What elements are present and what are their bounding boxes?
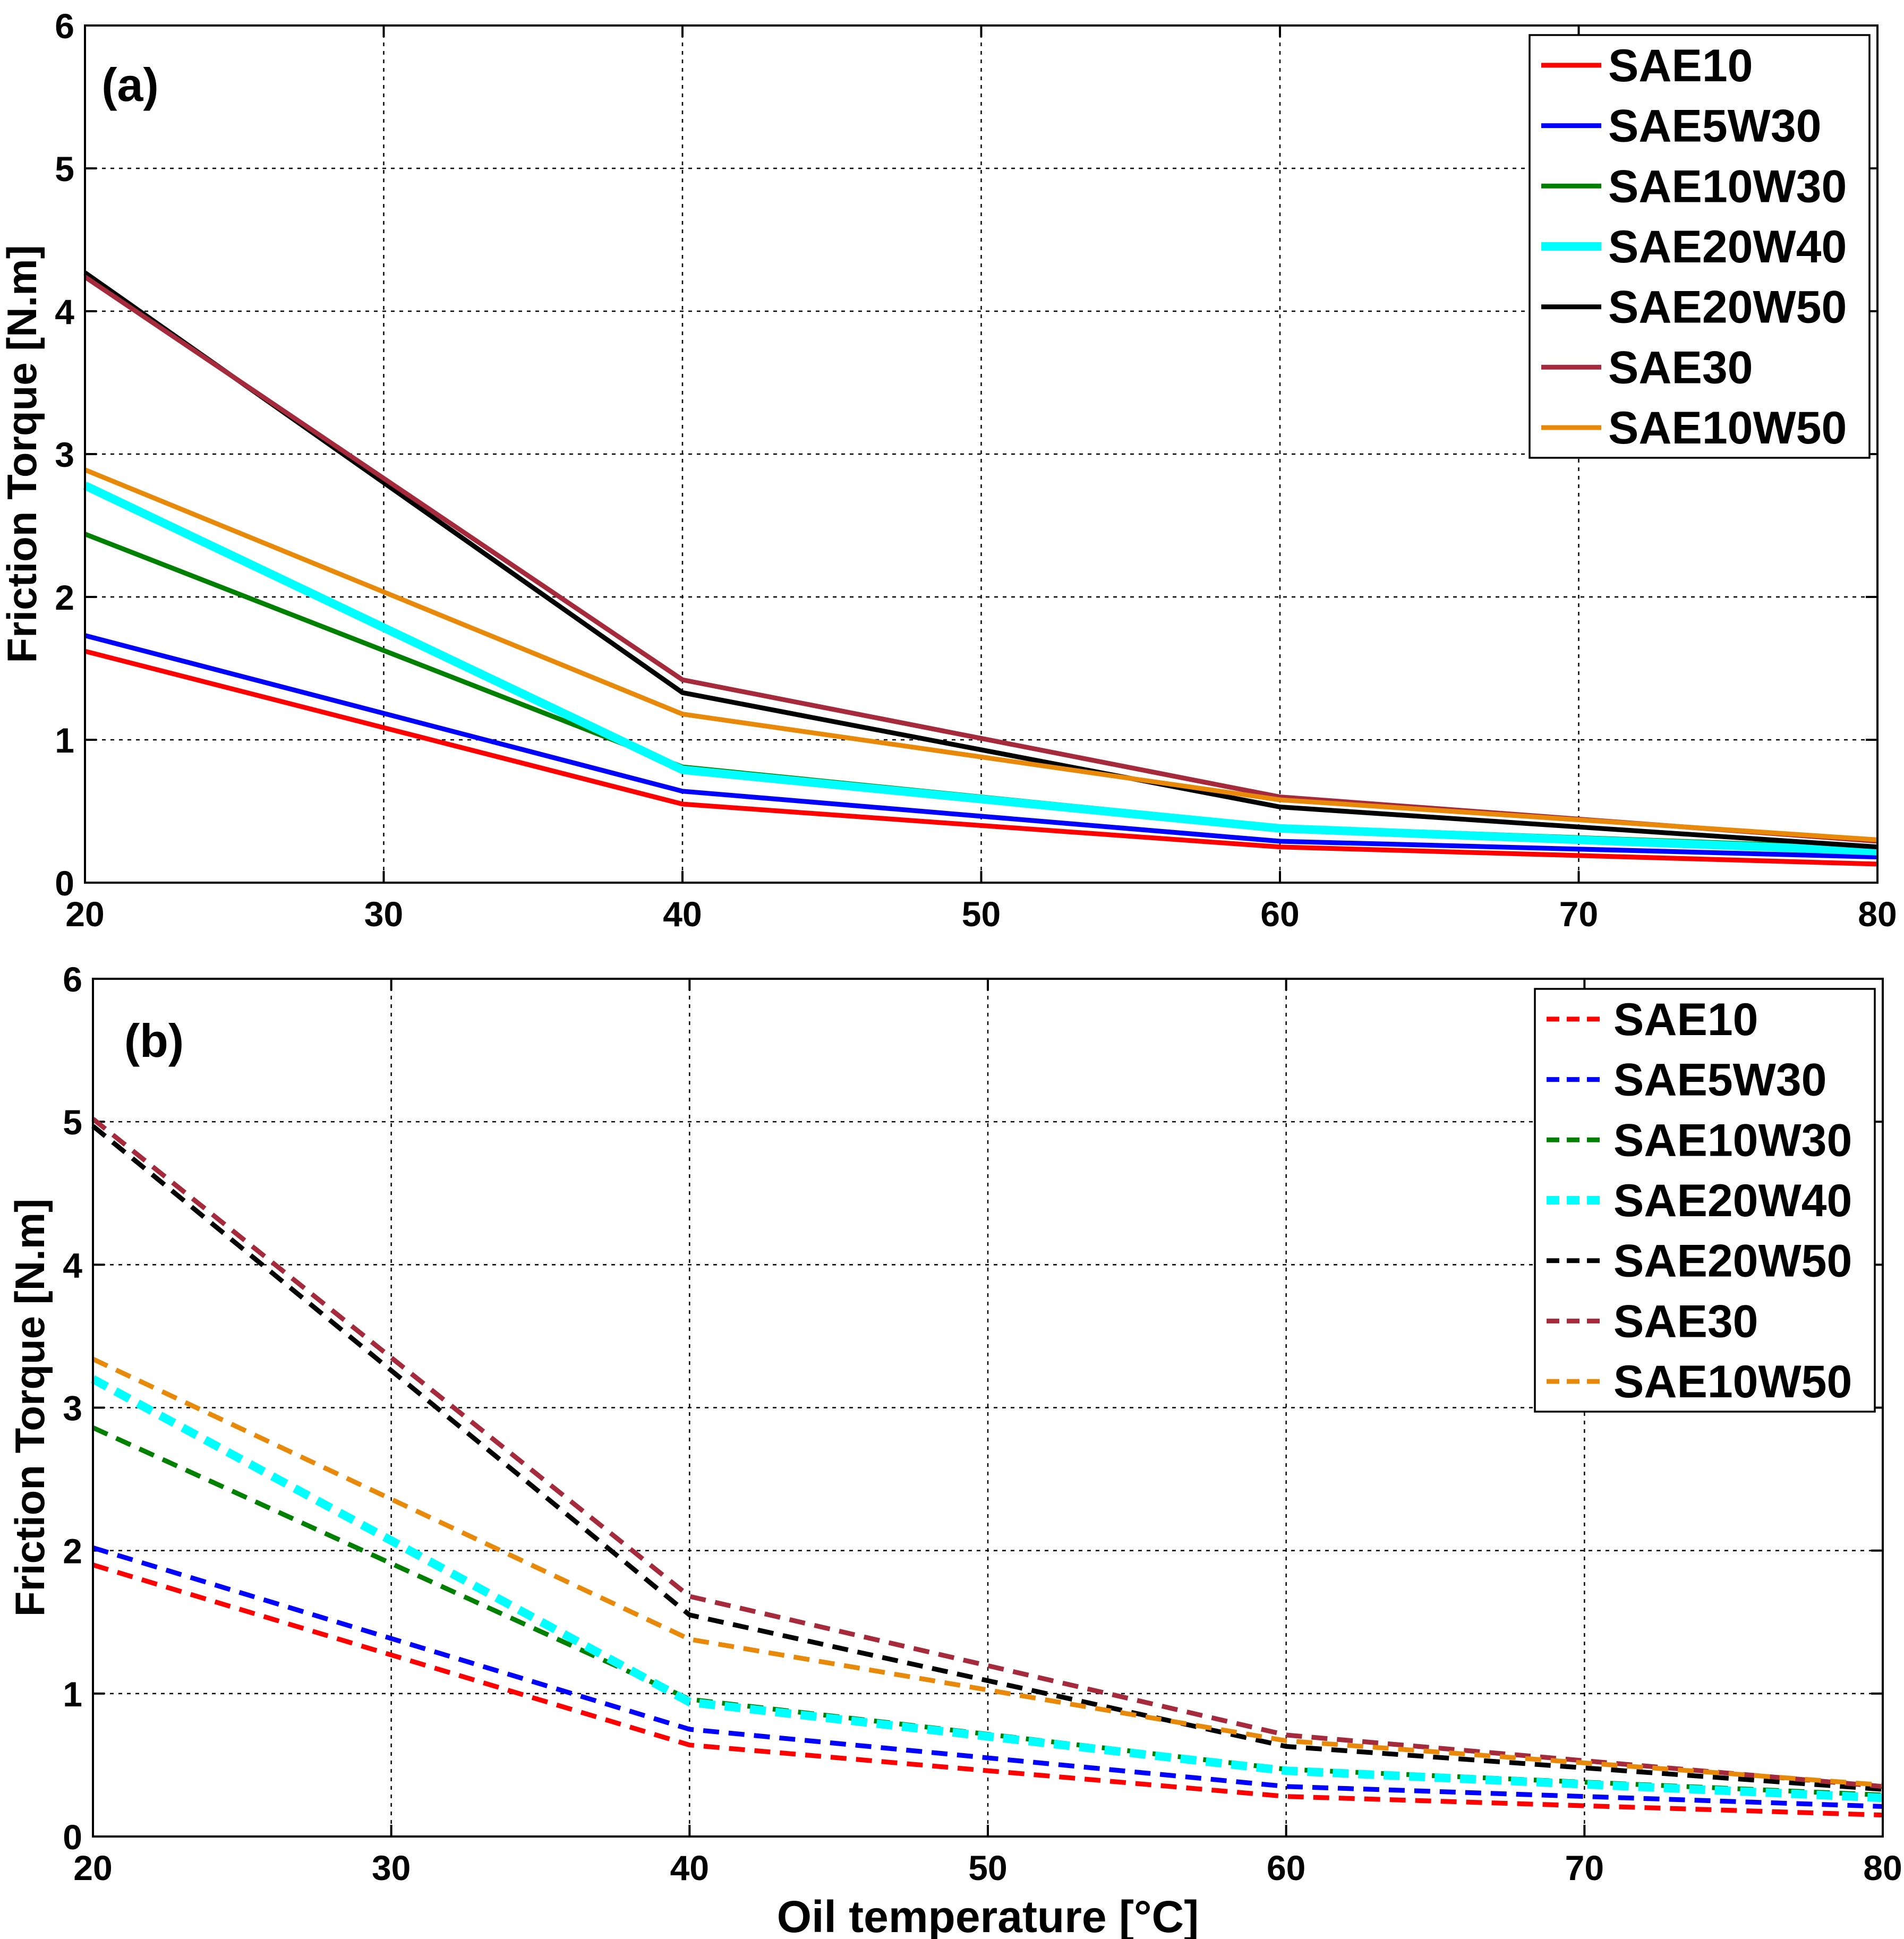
- axes-frame: [92, 978, 1884, 1838]
- series-line-sae5w30: [84, 633, 1878, 860]
- x-tick-label: 30: [372, 1848, 411, 1887]
- axes-frame: [84, 24, 1879, 884]
- series-line-sae10: [84, 648, 1878, 867]
- legend-label: SAE30: [1613, 1296, 1758, 1347]
- series-line-sae5w30: [92, 1545, 1883, 1809]
- series-line-sae20w50: [91, 1124, 1883, 1792]
- x-tick-label: 80: [1863, 1848, 1902, 1887]
- legend-item-sae20w50: SAE20W50: [1541, 282, 1847, 333]
- x-tick-label: 20: [73, 1848, 112, 1887]
- legend-item-sae10w50: SAE10W50: [1541, 403, 1847, 454]
- y-tick-label: 0: [63, 1817, 82, 1857]
- legend: SAE10 SAE5W30 SAE10W30 SAE20W40 SAE20W50 SAE3…: [1529, 34, 1871, 459]
- y-tick-label: 5: [55, 149, 74, 189]
- x-tick-label: 40: [670, 1848, 709, 1887]
- y-tick-label: 1: [63, 1675, 82, 1714]
- y-tick-label: 2: [55, 578, 74, 617]
- series-line-sae10w50: [92, 1356, 1883, 1788]
- panel-label: (a): [101, 58, 159, 111]
- legend-item-sae20w40: SAE20W40: [1547, 1175, 1852, 1226]
- legend-item-sae10: SAE10: [1547, 994, 1758, 1045]
- legend-label: SAE20W50: [1608, 282, 1847, 333]
- chart-panel-b: 20 30 40 50 60 70 80 0 1 2 3 4 5 6 Friction Torque [N.…: [6, 960, 1902, 1939]
- x-axis-label: Oil temperature [°C]: [777, 1892, 1199, 1939]
- y-tick-label: 4: [63, 1245, 82, 1285]
- y-tick-label: 4: [55, 292, 74, 331]
- y-tick-label: 5: [63, 1103, 82, 1142]
- legend-label: SAE10W30: [1613, 1115, 1852, 1166]
- legend-item-sae20w40: SAE20W40: [1541, 221, 1847, 272]
- x-tick-label: 70: [1565, 1848, 1604, 1887]
- legend: SAE10 SAE5W30 SAE10W30 SAE20W40 SAE20W50 SAE3…: [1534, 988, 1876, 1413]
- legend-label: SAE10: [1613, 994, 1758, 1045]
- series-line-sae20w40: [83, 481, 1878, 856]
- x-tick-label: 60: [1267, 1848, 1305, 1887]
- legend-label: SAE10: [1608, 40, 1753, 91]
- legend-label: SAE5W30: [1613, 1055, 1827, 1106]
- series-line-sae10w50: [84, 467, 1878, 842]
- y-tick-label: 3: [63, 1389, 82, 1428]
- legend-item-sae10: SAE10: [1541, 40, 1753, 91]
- x-tick-label: 80: [1858, 894, 1897, 934]
- y-tick-label: 0: [55, 864, 74, 903]
- legend-label: SAE20W50: [1613, 1236, 1852, 1287]
- x-tick-label: 40: [663, 894, 702, 934]
- series-line-sae10: [92, 1562, 1883, 1818]
- legend-item-sae30: SAE30: [1541, 342, 1753, 393]
- legend-item-sae5w30: SAE5W30: [1541, 101, 1822, 152]
- y-tick-label: 6: [55, 6, 74, 46]
- legend-label: SAE10W50: [1608, 403, 1847, 454]
- x-tick-label: 50: [968, 1848, 1007, 1887]
- x-tick-label: 30: [364, 894, 403, 934]
- y-axis-label: Friction Torque [N.m]: [0, 245, 45, 663]
- x-tick-label: 70: [1559, 894, 1598, 934]
- y-axis-label: Friction Torque [N.m]: [6, 1199, 53, 1617]
- y-tick-label: 6: [63, 960, 82, 999]
- legend-item-sae10w30: SAE10W30: [1541, 161, 1847, 212]
- legend-label: SAE5W30: [1608, 101, 1822, 152]
- series-line-sae20w50: [83, 270, 1878, 850]
- chart-panel-a: 20 30 40 50 60 70 80 0 1 2 3 4 5 6 Friction Torque [N.…: [0, 6, 1897, 934]
- legend-label: SAE10W50: [1613, 1356, 1852, 1407]
- legend-label: SAE20W40: [1613, 1175, 1852, 1226]
- x-tick-label: 60: [1260, 894, 1299, 934]
- series-line-sae20w40: [91, 1375, 1883, 1803]
- legend-item-sae10w50: SAE10W50: [1547, 1356, 1852, 1407]
- legend-label: SAE20W40: [1608, 221, 1847, 272]
- y-tick-label: 1: [55, 721, 74, 760]
- legend-item-sae10w30: SAE10W30: [1547, 1115, 1852, 1166]
- legend-label: SAE30: [1608, 342, 1753, 393]
- x-tick-label: 20: [65, 894, 104, 934]
- legend-label: SAE10W30: [1608, 161, 1847, 212]
- legend-item-sae20w50: SAE20W50: [1547, 1236, 1852, 1287]
- x-tick-label: 50: [962, 894, 1001, 934]
- y-tick-label: 3: [55, 435, 74, 474]
- y-tick-label: 2: [63, 1532, 82, 1571]
- legend-item-sae5w30: SAE5W30: [1547, 1055, 1827, 1106]
- panel-label: (b): [124, 1014, 184, 1067]
- legend-item-sae30: SAE30: [1547, 1296, 1758, 1347]
